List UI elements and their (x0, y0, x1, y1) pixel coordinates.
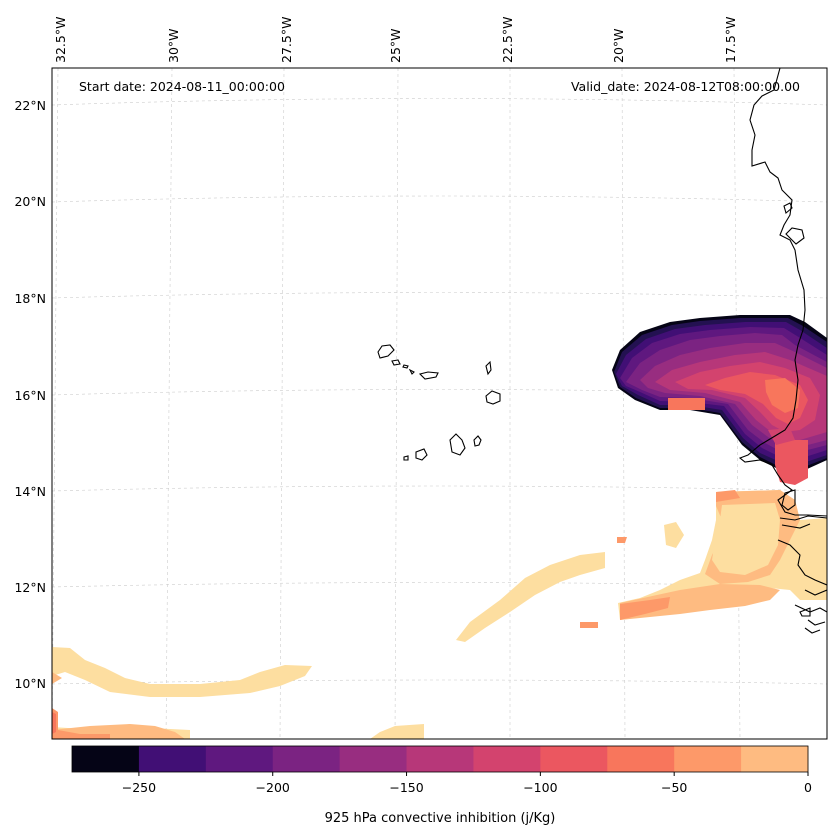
lat-tick-label: 12°N (14, 580, 46, 595)
colorbar-swatch (741, 746, 809, 772)
cape-verde-island (408, 368, 415, 375)
lon-tick-label: 20°W (611, 28, 626, 63)
contour-fill (370, 724, 424, 739)
contour-fill (716, 490, 740, 502)
coastlines (377, 68, 827, 634)
gambia-coast (779, 515, 827, 529)
contour-fill (664, 522, 684, 548)
contour-fill (620, 597, 670, 620)
cape-verde-island (485, 390, 501, 405)
colorbar-swatch (540, 746, 608, 772)
lon-tick-label: 32.5°W (53, 17, 68, 63)
colorbar-label: 925 hPa convective inhibition (j/Kg) (325, 811, 556, 826)
contour-fill (52, 708, 110, 739)
lon-tick-label: 30°W (166, 28, 181, 63)
contour-fill (617, 537, 627, 543)
lon-tick-label: 17.5°W (723, 17, 738, 63)
cape-verde-island (418, 371, 439, 380)
colorbar-border (71, 745, 809, 773)
colorbar-swatch (674, 746, 742, 772)
island (799, 607, 811, 617)
contour-fill (620, 584, 780, 620)
cape-verde-island (377, 344, 395, 359)
lon-tick-label: 22.5°W (500, 17, 515, 63)
lat-tick-label: 10°N (14, 676, 46, 691)
colorbar-swatch (138, 746, 207, 772)
contour-fill (712, 503, 780, 575)
contour-fill (456, 552, 605, 642)
cape-verde-island (403, 455, 409, 461)
valid-date-text: Valid_date: 2024-08-12T08:00:00.00 (571, 79, 800, 94)
contour-fill (768, 428, 795, 445)
lat-tick-label: 16°N (14, 388, 46, 403)
start-date-text: Start date: 2024-08-11_00:00:00 (79, 79, 285, 94)
colorbar-swatch (607, 746, 675, 772)
lat-tick-label: 18°N (14, 291, 46, 306)
contour-fill (52, 712, 56, 734)
cape-verde-island (415, 448, 428, 461)
lon-tick-label: 25°W (388, 28, 403, 63)
island (785, 227, 805, 245)
contour-fill (52, 672, 62, 684)
colorbar-swatch (406, 746, 474, 772)
contour-fill (775, 440, 808, 485)
island (783, 202, 793, 214)
colorbar-swatch (339, 746, 408, 772)
colorbar-tick-label: −250 (122, 780, 156, 795)
africa-coastline (738, 68, 827, 517)
contour-fill (52, 647, 312, 697)
lon-tick-label: 27.5°W (279, 17, 294, 63)
gridlines (52, 68, 827, 739)
colorbar (71, 745, 809, 773)
colorbar-tick-label: −150 (389, 780, 423, 795)
colorbar-swatch (205, 746, 274, 772)
latitude-labels: 22°N 20°N 18°N 16°N 14°N 12°N 10°N (14, 98, 46, 691)
colorbar-tick-label: −50 (661, 780, 687, 795)
contour-fill (668, 398, 705, 410)
colorbar-tick-label: −200 (256, 780, 290, 795)
map-frame (51, 67, 828, 740)
colorbar-tick-label: −100 (523, 780, 557, 795)
contour-fill (580, 622, 598, 628)
cape-verde-island (473, 435, 482, 447)
colorbar-swatch (72, 746, 140, 772)
colorbar-tick-label: 0 (804, 780, 812, 795)
colorbar-swatch (473, 746, 541, 772)
lat-tick-label: 22°N (14, 98, 46, 113)
cin-contours (52, 315, 827, 739)
guinea-bissau-coast (777, 539, 827, 634)
cape-verde-island (402, 364, 409, 369)
colorbar-ticks: −250 −200 −150 −100 −50 0 (122, 772, 812, 795)
lat-tick-label: 20°N (14, 194, 46, 209)
contour-fill (765, 378, 800, 413)
cape-verde-island (391, 359, 401, 366)
longitude-labels: 32.5°W 30°W 27.5°W 25°W 22.5°W 20°W 17.5°W (53, 17, 738, 63)
colorbar-swatch (272, 746, 341, 772)
senegal-coast (781, 489, 796, 511)
cape-verde-island (485, 360, 492, 376)
lat-tick-label: 14°N (14, 484, 46, 499)
cape-verde-island (449, 433, 466, 456)
